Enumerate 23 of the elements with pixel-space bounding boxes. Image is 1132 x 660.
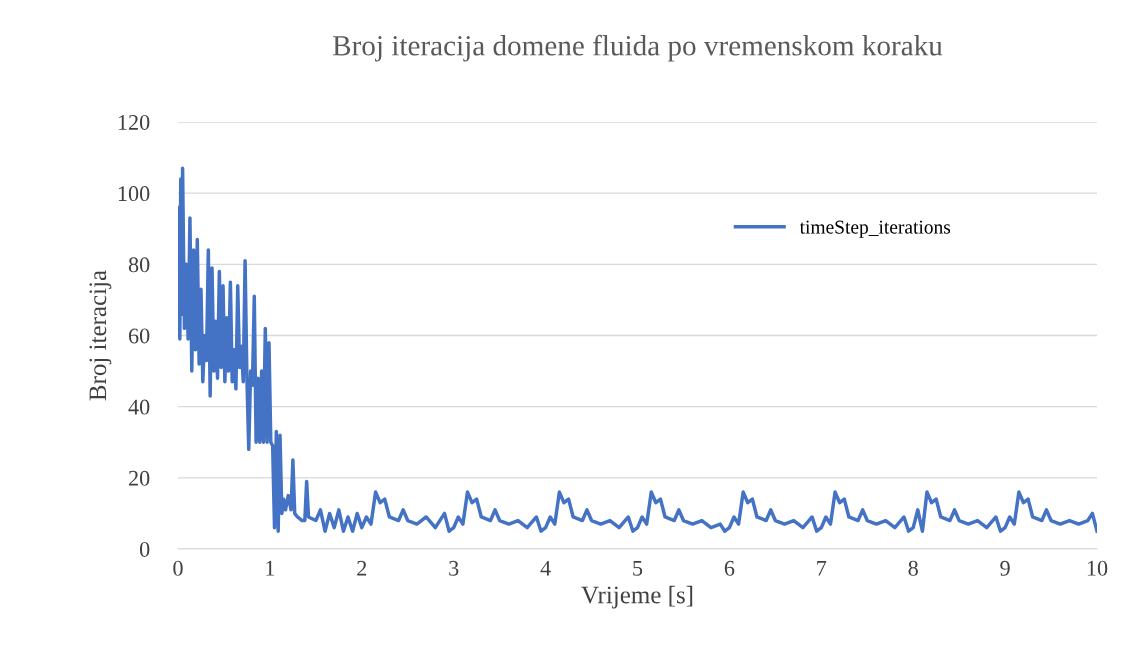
- x-tick-label: 9: [1000, 560, 1010, 576]
- x-tick-label: 5: [633, 560, 643, 576]
- x-tick-label: 0: [173, 560, 183, 576]
- x-tick-label: 3: [449, 560, 459, 576]
- x-tick-label: 10: [1087, 560, 1108, 576]
- line-series: [178, 166, 1097, 533]
- y-tick-label: 120: [118, 114, 150, 130]
- legend-label: timeStep_iterations: [799, 220, 951, 238]
- y-axis-title: Broj iteracija: [89, 270, 112, 401]
- y-tick-label: 100: [118, 186, 150, 202]
- y-tick-label: 20: [128, 470, 150, 486]
- x-axis-title: Vrijeme [s]: [581, 585, 693, 609]
- y-tick-label: 40: [128, 399, 150, 415]
- x-tick-label: 6: [724, 560, 735, 576]
- y-tick-label: 60: [128, 328, 150, 344]
- x-tick-label: 4: [540, 560, 551, 576]
- y-tick-label: 80: [128, 257, 150, 273]
- y-tick-label: 0: [139, 541, 150, 557]
- chart-title: Broj iteracija domene fluida po vremenskom koraku: [332, 34, 943, 62]
- x-tick-label: 8: [908, 560, 918, 576]
- x-tick-label: 1: [266, 560, 275, 576]
- x-tick-label: 7: [817, 560, 827, 576]
- x-tick-label: 2: [357, 560, 367, 576]
